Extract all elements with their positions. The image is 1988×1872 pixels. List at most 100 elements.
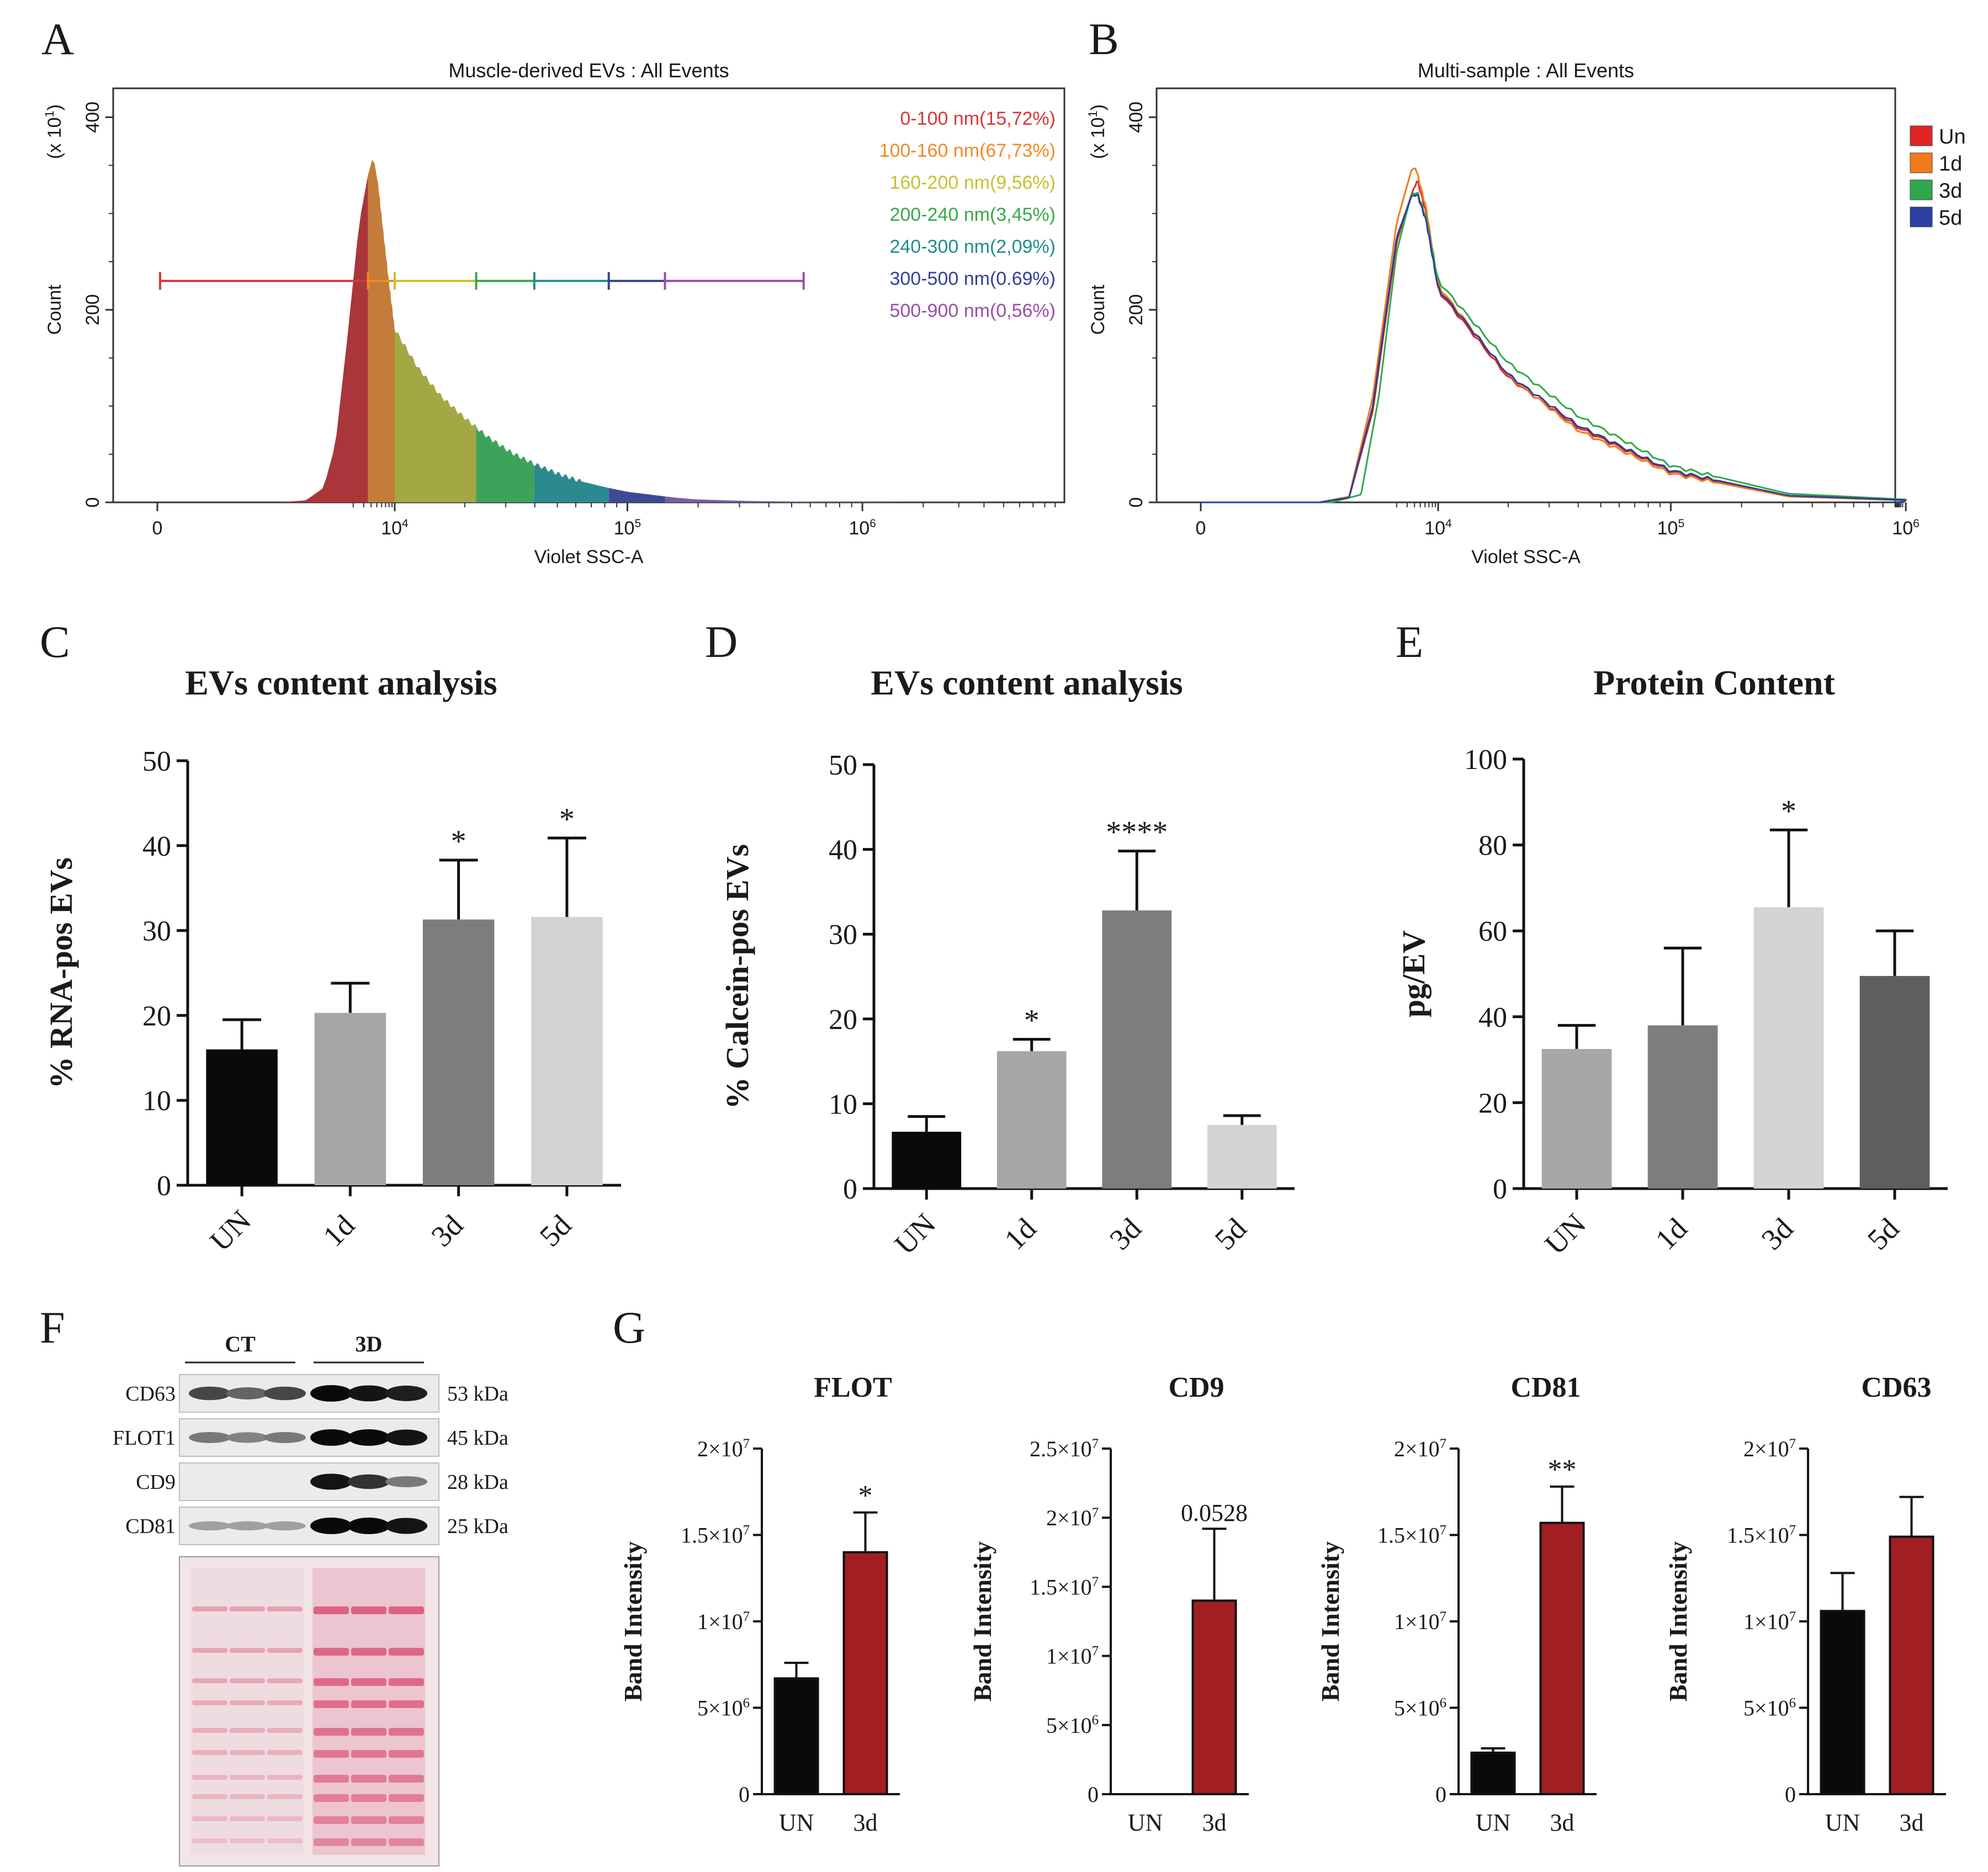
tick-label-exponent: 7 xyxy=(743,1523,750,1537)
ponceau-band xyxy=(192,1648,227,1653)
ponceau-band xyxy=(267,1775,303,1780)
panel-letter: G xyxy=(613,1302,645,1353)
histogram-fill-band xyxy=(608,487,665,502)
y-tick-label: 100 xyxy=(1464,744,1507,776)
y-tick-label: 400 xyxy=(82,102,103,133)
ponceau-band xyxy=(267,1750,303,1755)
y-tick-label: 40 xyxy=(142,831,171,862)
ponceau-band xyxy=(351,1838,386,1846)
x-tick-label: UN xyxy=(1825,1809,1860,1836)
y-axis-label: Band Intensity xyxy=(1316,1541,1344,1701)
blot-band xyxy=(385,1518,427,1534)
blot-band xyxy=(348,1474,390,1489)
tick-label-exponent: 6 xyxy=(1789,1695,1796,1710)
ponceau-band xyxy=(389,1648,424,1656)
ponceau-band xyxy=(351,1775,386,1783)
bar xyxy=(1753,907,1824,1189)
chart-title: CD63 xyxy=(1861,1372,1931,1403)
tick-label-exponent: 5 xyxy=(1678,517,1684,530)
y-tick-label: 30 xyxy=(829,919,857,951)
panel-letter: A xyxy=(41,14,74,64)
blot-group-label: 3D xyxy=(356,1332,383,1356)
significance-marker: 0.0528 xyxy=(1181,1499,1248,1526)
y-axis-label: Band Intensity xyxy=(619,1541,647,1701)
tick-label-base: 2×10 xyxy=(1046,1505,1092,1530)
blot-size-label: 53 kDa xyxy=(447,1382,508,1406)
blot-band xyxy=(310,1473,352,1490)
y-tick-label: 0 xyxy=(843,1174,857,1205)
ponceau-band xyxy=(192,1750,227,1755)
y-tick-label: 5×106 xyxy=(1743,1695,1796,1720)
ponceau-band xyxy=(267,1648,303,1653)
y-tick-label: 10 xyxy=(142,1085,171,1117)
legend-swatch xyxy=(1910,125,1933,146)
ponceau-band xyxy=(230,1648,265,1653)
ponceau-band xyxy=(389,1728,424,1736)
y-axis-label: % RNA-pos EVs xyxy=(43,857,79,1089)
x-tick-label: 3d xyxy=(1550,1809,1575,1836)
ponceau-band xyxy=(267,1728,303,1733)
significance-marker: * xyxy=(451,824,466,858)
blot-band xyxy=(189,1521,231,1531)
ponceau-band xyxy=(267,1816,303,1821)
bar xyxy=(1102,910,1172,1189)
x-tick-label: 105 xyxy=(1657,517,1685,539)
bar xyxy=(892,1132,962,1189)
panel-letter: E xyxy=(1396,617,1423,667)
blot-band xyxy=(348,1518,390,1534)
blot-band xyxy=(348,1385,390,1402)
ponceau-band xyxy=(351,1648,386,1656)
bar xyxy=(314,1012,386,1185)
ponceau-band xyxy=(267,1794,303,1799)
tick-label-exponent: 7 xyxy=(1789,1523,1796,1537)
tick-label-base: 10 xyxy=(849,518,870,539)
tick-label-base: 1×10 xyxy=(1743,1609,1789,1634)
ponceau-lane xyxy=(312,1568,350,1855)
ponceau-band xyxy=(192,1794,227,1799)
bar xyxy=(531,916,603,1185)
ponceau-lane xyxy=(388,1568,425,1855)
y-tick-label: 1×107 xyxy=(1394,1609,1446,1634)
blot-size-label: 28 kDa xyxy=(447,1471,508,1494)
tick-label-exponent: 7 xyxy=(743,1436,750,1451)
tick-label-base: 1.5×10 xyxy=(1030,1574,1092,1599)
chart-title: FLOT xyxy=(814,1372,892,1403)
panel-letter: C xyxy=(40,617,70,667)
tick-label-exponent: 6 xyxy=(870,517,876,530)
significance-marker: **** xyxy=(1106,815,1168,850)
y-axis-label: Count xyxy=(1088,284,1109,335)
y-tick-label: 50 xyxy=(142,746,171,777)
y-multiplier: (x 101) xyxy=(1086,104,1109,159)
ponceau-band xyxy=(314,1794,349,1802)
x-tick-label: UN xyxy=(1128,1809,1163,1836)
tick-label-base: 5×10 xyxy=(697,1696,743,1721)
histogram-fill-band xyxy=(476,426,534,502)
x-tick-label: 106 xyxy=(849,517,876,539)
tick-label-exponent: 7 xyxy=(1440,1609,1446,1624)
blot-band xyxy=(189,1431,231,1444)
ponceau-band xyxy=(314,1838,349,1846)
y-multiplier-base: (x 10 xyxy=(44,117,65,159)
x-tick-label: 3d xyxy=(1900,1809,1924,1836)
blot-band xyxy=(226,1387,268,1399)
y-tick-label: 1.5×107 xyxy=(1377,1523,1446,1547)
significance-marker: * xyxy=(559,802,575,836)
blot-band xyxy=(264,1431,306,1444)
tick-label-exponent: 7 xyxy=(1092,1574,1099,1589)
tick-label-exponent: 7 xyxy=(743,1609,750,1624)
ponceau-band xyxy=(230,1606,265,1611)
tick-label-exponent: 6 xyxy=(743,1695,750,1710)
ponceau-band xyxy=(351,1700,386,1708)
ponceau-band xyxy=(192,1606,227,1611)
tick-label-base: 0 xyxy=(1785,1782,1796,1807)
ponceau-band xyxy=(267,1838,303,1843)
histogram-fill-band xyxy=(157,175,368,502)
y-tick-label: 2×107 xyxy=(1046,1505,1099,1530)
y-axis-label: Band Intensity xyxy=(1664,1541,1692,1701)
bar xyxy=(1539,1521,1585,1796)
x-tick-label: 105 xyxy=(614,517,642,539)
significance-marker: * xyxy=(1781,794,1796,828)
chart-title: EVs content analysis xyxy=(871,663,1183,702)
x-tick-label: 3d xyxy=(1202,1809,1227,1836)
